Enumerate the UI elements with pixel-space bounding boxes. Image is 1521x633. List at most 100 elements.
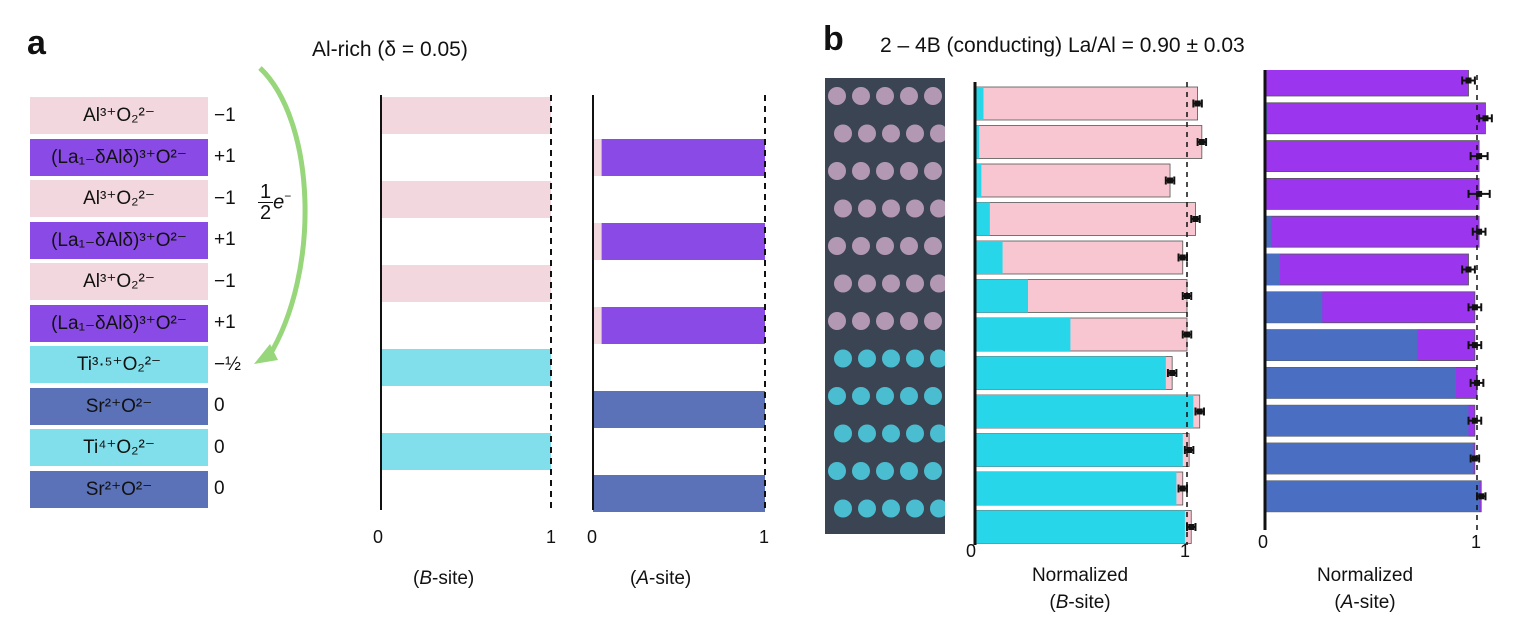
stem-atom-column — [882, 424, 900, 443]
stem-atom-column — [924, 462, 942, 480]
stem-atom-column — [876, 237, 894, 255]
layer-charge-7: −½ — [214, 353, 241, 375]
a-bsite-ti-bar-7 — [381, 349, 551, 386]
b-bsite-ti-bar-5 — [975, 241, 1003, 274]
stem-atom-column — [924, 312, 942, 330]
a-asite-al-bar-6 — [593, 307, 602, 344]
a-asite-tick1: 1 — [759, 527, 770, 547]
stem-atom-column — [828, 162, 846, 180]
b-asite-label-2: (A-site) — [1334, 592, 1396, 613]
stem-atom-column — [852, 387, 870, 405]
stem-atom-column — [828, 387, 846, 405]
b-asite-sr-bar-8 — [1265, 329, 1418, 361]
b-bsite-marker-8 — [1169, 370, 1176, 376]
stem-atom-column — [834, 274, 852, 293]
stem-atom-column — [876, 387, 894, 405]
stem-image-svg — [825, 78, 945, 534]
b-asite-marker-4 — [1476, 190, 1483, 197]
stem-atom-column — [924, 387, 942, 405]
stem-atom-column — [930, 199, 945, 218]
b-bsite-al-bar-5 — [974, 240, 1184, 275]
layer-charge-1: −1 — [214, 104, 236, 126]
b-bsite-marker-11 — [1179, 485, 1186, 492]
stem-atom-column — [876, 462, 894, 480]
panel-b-charts — [973, 70, 1493, 545]
b-asite-la-bar-1 — [1264, 70, 1469, 97]
b-bsite-ti-bar-8 — [975, 356, 1166, 390]
stem-atom-column — [828, 237, 846, 255]
stem-atom-column — [852, 462, 870, 480]
b-asite-sr-bar-12 — [1265, 480, 1480, 512]
b-bsite-marker-5 — [1179, 254, 1186, 261]
b-bsite-tick1: 1 — [1180, 541, 1191, 561]
stem-atom-column — [906, 199, 924, 218]
stem-atom-column — [876, 162, 894, 180]
stem-atom-column — [834, 349, 852, 368]
b-asite-sr-bar-11 — [1265, 443, 1473, 474]
panel-a-title: Al-rich (δ = 0.05) — [312, 38, 468, 61]
b-bsite-ti-bar-12 — [975, 510, 1185, 544]
b-asite-sr-bar-10 — [1265, 405, 1469, 437]
electron-transfer-label: 1 2 e− — [258, 181, 292, 224]
b-asite-marker-7 — [1471, 304, 1478, 311]
b-asite-marker-1 — [1465, 77, 1472, 84]
a-bsite-ti-bar-9 — [381, 433, 551, 470]
stem-atom-column — [900, 462, 918, 480]
layer-8: Sr²⁺O²⁻ — [30, 387, 208, 425]
b-bsite-ti-bar-6 — [975, 279, 1028, 313]
a-asite-al-bar-4 — [593, 223, 602, 260]
stem-atom-column — [852, 87, 870, 105]
stem-atom-column — [858, 199, 876, 218]
stem-atom-column — [858, 499, 876, 518]
stem-atom-column — [900, 237, 918, 255]
a-asite-la-bar-2 — [601, 139, 765, 176]
b-bsite-label-2: (B-site) — [1049, 592, 1111, 613]
stem-atom-column — [930, 349, 945, 368]
b-asite-tick0: 0 — [1258, 532, 1269, 552]
stem-atom-column — [852, 237, 870, 255]
stem-atom-column — [924, 237, 942, 255]
b-bsite-ti-bar-7 — [975, 318, 1071, 351]
layer-charge-8: 0 — [214, 395, 225, 416]
b-asite-la-bar-6 — [1264, 253, 1469, 286]
layer-5: Al³⁺O₂²⁻ — [30, 263, 208, 300]
a-asite-label: (A-site) — [630, 568, 692, 589]
b-bsite-ti-bar-11 — [975, 472, 1177, 505]
panel-a-charts — [380, 95, 766, 512]
layer-2: (La₁₋δAlδ)³⁺O²⁻ — [30, 138, 208, 176]
a-bsite-al-bar-1 — [381, 97, 551, 134]
stem-atom-column — [834, 199, 852, 218]
b-asite-sr-bar-6 — [1265, 254, 1280, 285]
stem-atom-column — [906, 124, 924, 143]
layer-charge-2: +1 — [214, 146, 236, 167]
layer-7: Ti³·⁵⁺O₂²⁻ — [30, 346, 208, 383]
stem-atom-column — [858, 274, 876, 293]
a-asite-la-bar-6 — [601, 307, 765, 344]
layer-6: (La₁₋δAlδ)³⁺O²⁻ — [30, 304, 208, 342]
b-bsite-marker-2 — [1198, 139, 1205, 145]
stem-atom-column — [834, 124, 852, 143]
stem-atom-column — [882, 199, 900, 218]
b-asite-la-bar-5 — [1264, 215, 1480, 248]
stem-atom-column — [876, 312, 894, 330]
b-asite-sr-bar-7 — [1265, 291, 1323, 323]
a-bsite-label: (B-site) — [413, 568, 475, 589]
stem-atom-column — [924, 162, 942, 180]
stem-atom-column — [930, 274, 945, 293]
a-bsite-tick1: 1 — [546, 527, 557, 547]
layer-4: (La₁₋δAlδ)³⁺O²⁻ — [30, 221, 208, 259]
layer-10: Sr²⁺O²⁻ — [30, 470, 208, 508]
b-asite-marker-10 — [1471, 417, 1478, 424]
layer-charge-6: +1 — [214, 312, 236, 333]
stem-atom-column — [858, 424, 876, 443]
b-asite-sr-bar-9 — [1265, 367, 1456, 399]
stem-atom-column — [882, 124, 900, 143]
b-bsite-ti-bar-3 — [975, 164, 982, 197]
b-asite-la-bar-4 — [1264, 178, 1480, 210]
b-bsite-marker-3 — [1167, 177, 1174, 184]
charge-transfer-arrow — [254, 66, 308, 364]
a-asite-sr-bar-10 — [593, 475, 765, 512]
b-asite-marker-2 — [1482, 115, 1489, 122]
b-bsite-marker-4 — [1192, 216, 1199, 222]
stem-atom-column — [924, 87, 942, 105]
